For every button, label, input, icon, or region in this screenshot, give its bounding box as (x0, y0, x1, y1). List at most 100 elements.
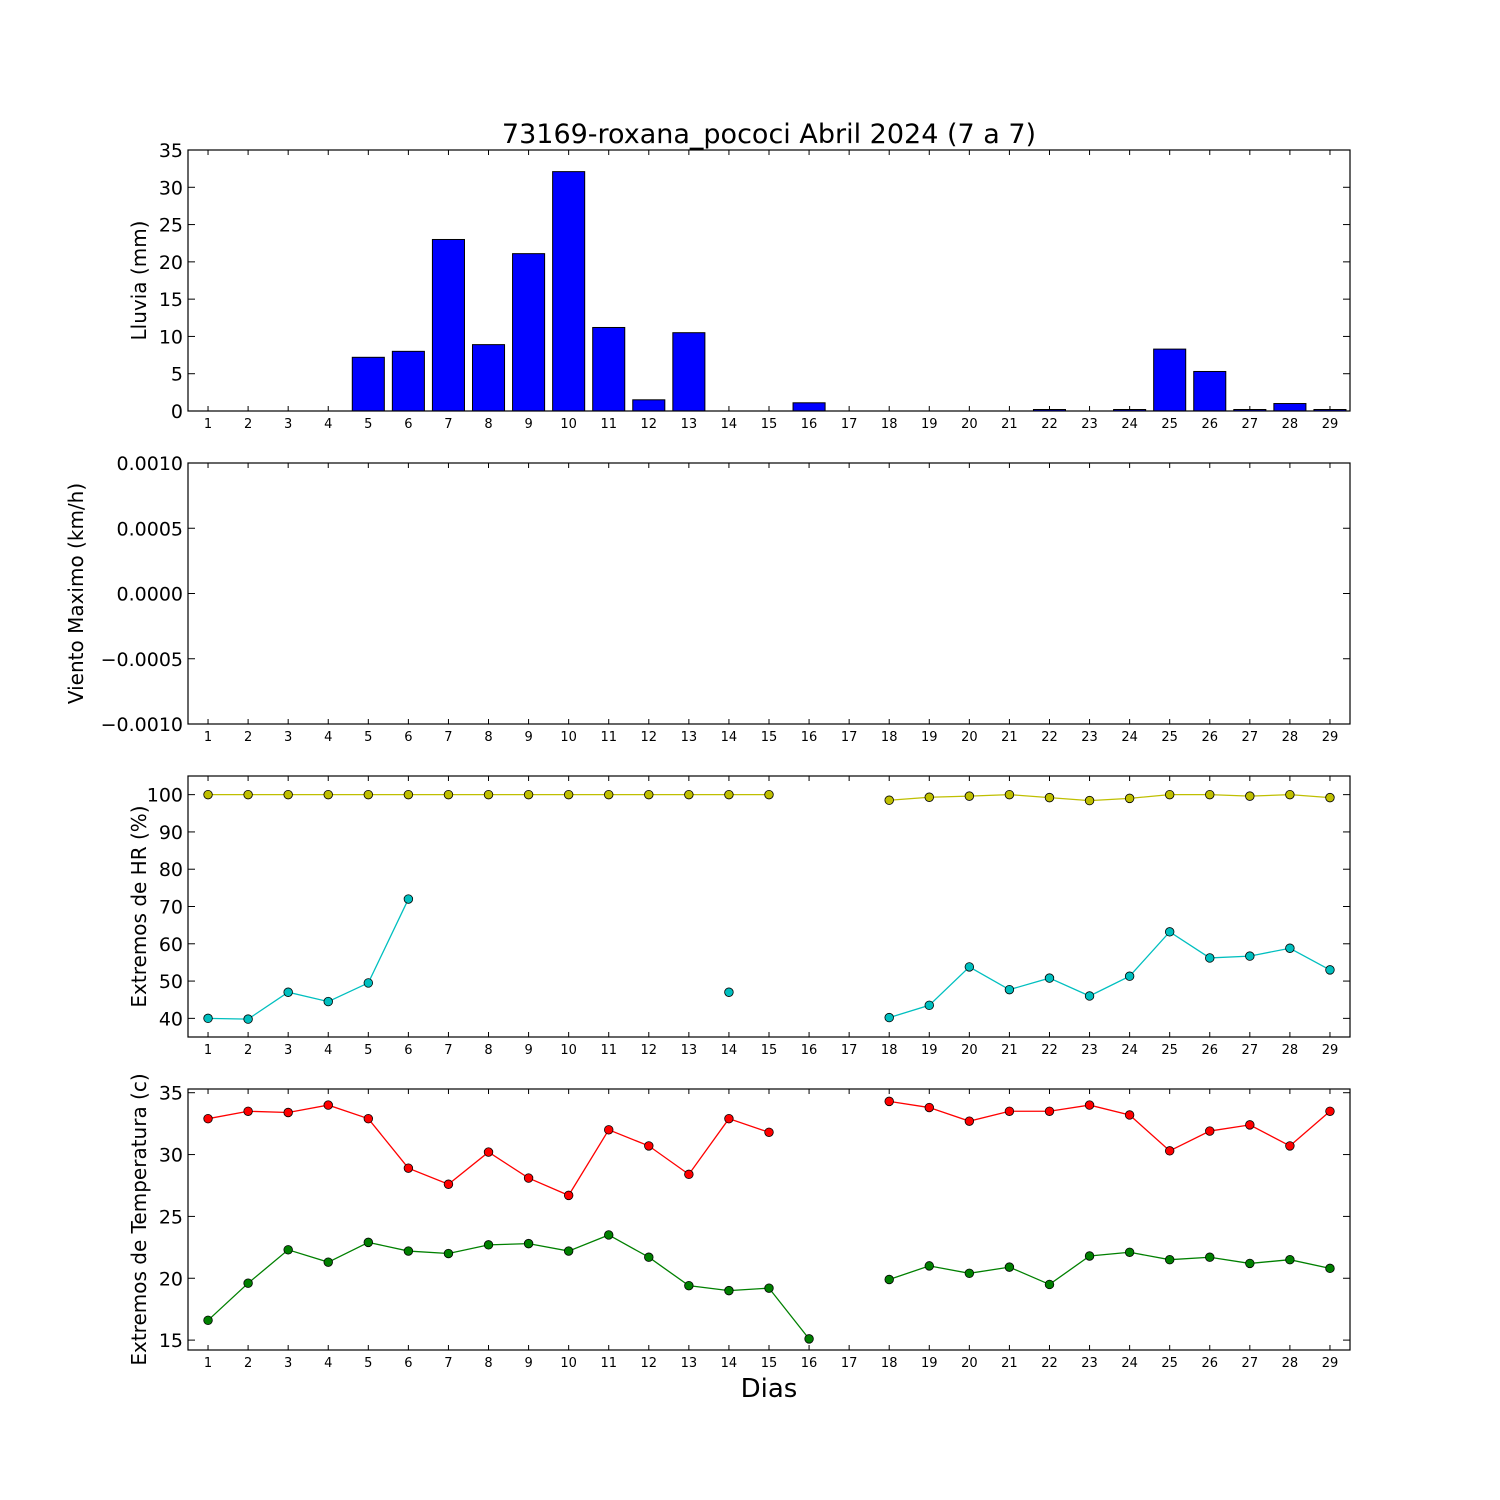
y-tick-label: 25 (159, 215, 183, 237)
x-tick-label: 21 (1001, 1356, 1018, 1371)
x-tick-label: 3 (284, 1043, 292, 1058)
x-tick-label: 24 (1121, 1043, 1138, 1058)
panel-frame (187, 775, 1351, 1038)
x-tick-label: 10 (560, 1356, 577, 1371)
rain-bar-day-10 (552, 171, 586, 412)
x-tick-label: 19 (921, 1043, 938, 1058)
y-tick-label: 15 (159, 1330, 183, 1352)
y-tick-label: 100 (147, 785, 183, 807)
x-tick-label: 26 (1201, 1043, 1218, 1058)
series-1-point-day-8 (483, 1147, 494, 1157)
x-tick-label: 5 (364, 1043, 372, 1058)
series-1-line (889, 793, 1331, 802)
x-tick-label: 7 (444, 1356, 452, 1371)
x-tick-label: 9 (524, 417, 532, 432)
x-tick-label: 19 (921, 1356, 938, 1371)
series-2-point-day-28 (1285, 943, 1295, 953)
x-tick-label: 9 (524, 730, 532, 745)
series-2-point-day-11 (604, 1230, 614, 1240)
series-2-point-day-4 (323, 996, 333, 1007)
series-1-point-day-20 (964, 791, 975, 801)
x-tick-label: 6 (404, 730, 412, 745)
series-2-point-day-1 (203, 1013, 213, 1024)
series-1-point-day-14 (724, 1113, 734, 1124)
y-tick-label: 5 (171, 364, 183, 386)
y-axis-label: Viento Maximo (km/h) (64, 483, 88, 704)
series-1-point-day-24 (1124, 793, 1135, 804)
series-1-point-day-29 (1325, 792, 1335, 803)
series-2-point-day-12 (644, 1252, 654, 1262)
x-tick-label: 13 (681, 1356, 698, 1371)
x-tick-label: 25 (1161, 417, 1178, 432)
x-tick-label: 1 (204, 730, 212, 745)
x-tick-label: 13 (681, 417, 698, 432)
x-tick-label: 4 (324, 1356, 332, 1371)
x-tick-label: 1 (204, 417, 212, 432)
x-tick-label: 4 (324, 417, 332, 432)
x-tick-label: 22 (1041, 730, 1058, 745)
x-tick-label: 4 (324, 1043, 332, 1058)
series-2-point-day-4 (323, 1257, 333, 1267)
series-1-point-day-6 (403, 789, 414, 800)
series-1-point-day-11 (604, 789, 614, 800)
series-2-point-day-2 (243, 1278, 253, 1288)
series-1-point-day-9 (523, 1173, 534, 1183)
x-tick-label: 10 (560, 417, 577, 432)
x-tick-label: 6 (404, 417, 412, 432)
series-1-point-day-13 (684, 1169, 694, 1180)
y-tick-label: 35 (159, 1083, 183, 1105)
rain-bar-day-8 (471, 344, 506, 412)
x-tick-label: 16 (801, 730, 818, 745)
series-1-point-day-23 (1084, 795, 1095, 806)
x-tick-label: 24 (1121, 730, 1138, 745)
x-tick-label: 2 (244, 730, 252, 745)
series-2-point-day-6 (403, 1246, 414, 1256)
x-tick-label: 14 (721, 730, 738, 745)
series-2-point-day-14 (724, 1285, 734, 1296)
series-2-point-day-22 (1044, 973, 1055, 983)
series-2-point-day-20 (964, 1268, 975, 1279)
x-tick-label: 23 (1081, 730, 1098, 745)
series-2-line (889, 931, 1331, 1019)
series-2-point-day-22 (1044, 1279, 1055, 1290)
series-2-point-day-3 (283, 1245, 293, 1255)
y-tick-label: 90 (159, 822, 183, 844)
series-1-point-day-22 (1044, 792, 1055, 803)
series-2-point-day-26 (1205, 953, 1215, 963)
series-1-point-day-2 (243, 789, 253, 800)
x-tick-label: 27 (1242, 1356, 1259, 1371)
x-tick-label: 25 (1161, 1356, 1178, 1371)
x-tick-label: 17 (841, 1356, 858, 1371)
series-2-point-day-5 (363, 978, 374, 988)
x-tick-label: 20 (961, 417, 978, 432)
x-tick-label: 2 (244, 1043, 252, 1058)
panel-frame (187, 1088, 1351, 1351)
series-2-point-day-28 (1285, 1255, 1295, 1265)
series-1-point-day-2 (243, 1106, 253, 1116)
series-1-point-day-12 (644, 789, 654, 800)
x-tick-label: 26 (1201, 417, 1218, 432)
series-1-point-day-21 (1004, 789, 1015, 800)
y-axis-label: Extremos de Temperatura (c) (127, 1073, 151, 1365)
x-tick-label: 14 (721, 1356, 738, 1371)
x-tick-label: 24 (1121, 1356, 1138, 1371)
x-tick-label: 15 (761, 730, 778, 745)
y-tick-label: −0.0010 (101, 714, 183, 736)
series-1-point-day-11 (604, 1125, 614, 1135)
x-tick-label: 9 (524, 1043, 532, 1058)
series-1-point-day-27 (1245, 1120, 1255, 1130)
x-tick-label: 4 (324, 730, 332, 745)
series-1-point-day-26 (1205, 1126, 1215, 1136)
x-tick-label: 10 (560, 1043, 577, 1058)
x-tick-label: 1 (204, 1043, 212, 1058)
x-tick-label: 12 (641, 730, 658, 745)
series-2-point-day-7 (443, 1248, 454, 1259)
x-tick-label: 23 (1081, 1356, 1098, 1371)
series-2-point-day-8 (483, 1240, 494, 1250)
x-tick-label: 18 (881, 730, 898, 745)
x-tick-label: 10 (560, 730, 577, 745)
x-tick-label: 16 (801, 1356, 818, 1371)
series-2-point-day-19 (924, 1000, 934, 1011)
